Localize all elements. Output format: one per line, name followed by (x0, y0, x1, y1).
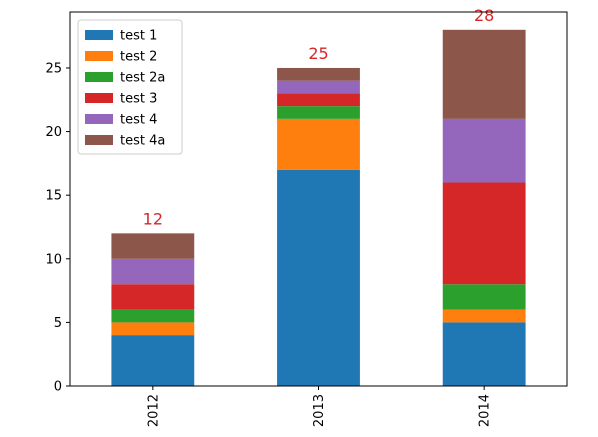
y-tick-label: 15 (45, 189, 62, 204)
y-tick-label: 0 (54, 380, 62, 395)
total-labels: 12 25 28 (143, 6, 495, 229)
legend-label: test 2a (120, 71, 165, 86)
bar-2012-test-4a (111, 233, 195, 259)
x-tick-label-2014: 2014 (478, 394, 493, 427)
y-tick-label: 25 (45, 61, 62, 76)
bars-layer (111, 29, 526, 386)
legend-swatch (85, 72, 113, 82)
bar-2013-test-3 (277, 93, 360, 107)
bar-2014-test-3 (442, 182, 526, 285)
bar-2013-test-4 (277, 80, 360, 94)
y-tick-label: 5 (54, 316, 62, 331)
bar-2012-test-2 (111, 322, 195, 336)
bar-2012-test-3 (111, 284, 195, 310)
y-axis: 0 5 10 15 20 25 (45, 61, 70, 395)
total-label-2013: 25 (308, 44, 328, 63)
bar-2012-test-4 (111, 258, 195, 285)
legend-swatch (85, 30, 113, 40)
legend-label: test 4a (120, 134, 165, 149)
legend-swatch (85, 114, 113, 124)
bar-2014-test-4a (442, 29, 526, 119)
bar-2014-test-2a (442, 284, 526, 310)
x-tick-label-2013: 2013 (312, 394, 327, 427)
legend-label: test 2 (120, 50, 157, 65)
legend-swatch (85, 135, 113, 145)
bar-2013-test-1 (277, 169, 360, 386)
bar-2013-test-4a (277, 67, 360, 81)
legend-label: test 3 (120, 92, 157, 107)
bar-2014-test-4 (442, 118, 526, 183)
legend-swatch (85, 51, 113, 61)
plot-frame (69, 11, 568, 387)
bar-2013-test-2 (277, 118, 360, 170)
legend-label: test 1 (120, 29, 157, 44)
bar-2012-test-1 (111, 335, 195, 386)
legend: test 1 test 2 test 2a test 3 test 4 test 4a (77, 19, 183, 155)
legend-swatch (85, 93, 113, 103)
x-axis: 2012 2013 2014 (146, 386, 493, 427)
total-label-2014: 28 (474, 6, 494, 25)
legend-label: test 4 (120, 113, 157, 128)
x-tick-label-2012: 2012 (146, 394, 161, 427)
bar-2012-test-2a (111, 309, 195, 323)
y-tick-label: 10 (45, 252, 62, 267)
bar-2014-test-2 (442, 309, 526, 323)
bar-2014-test-1 (442, 322, 526, 386)
bar-2013-test-2a (277, 106, 360, 119)
y-tick-label: 20 (45, 125, 62, 140)
total-label-2012: 12 (143, 209, 163, 228)
